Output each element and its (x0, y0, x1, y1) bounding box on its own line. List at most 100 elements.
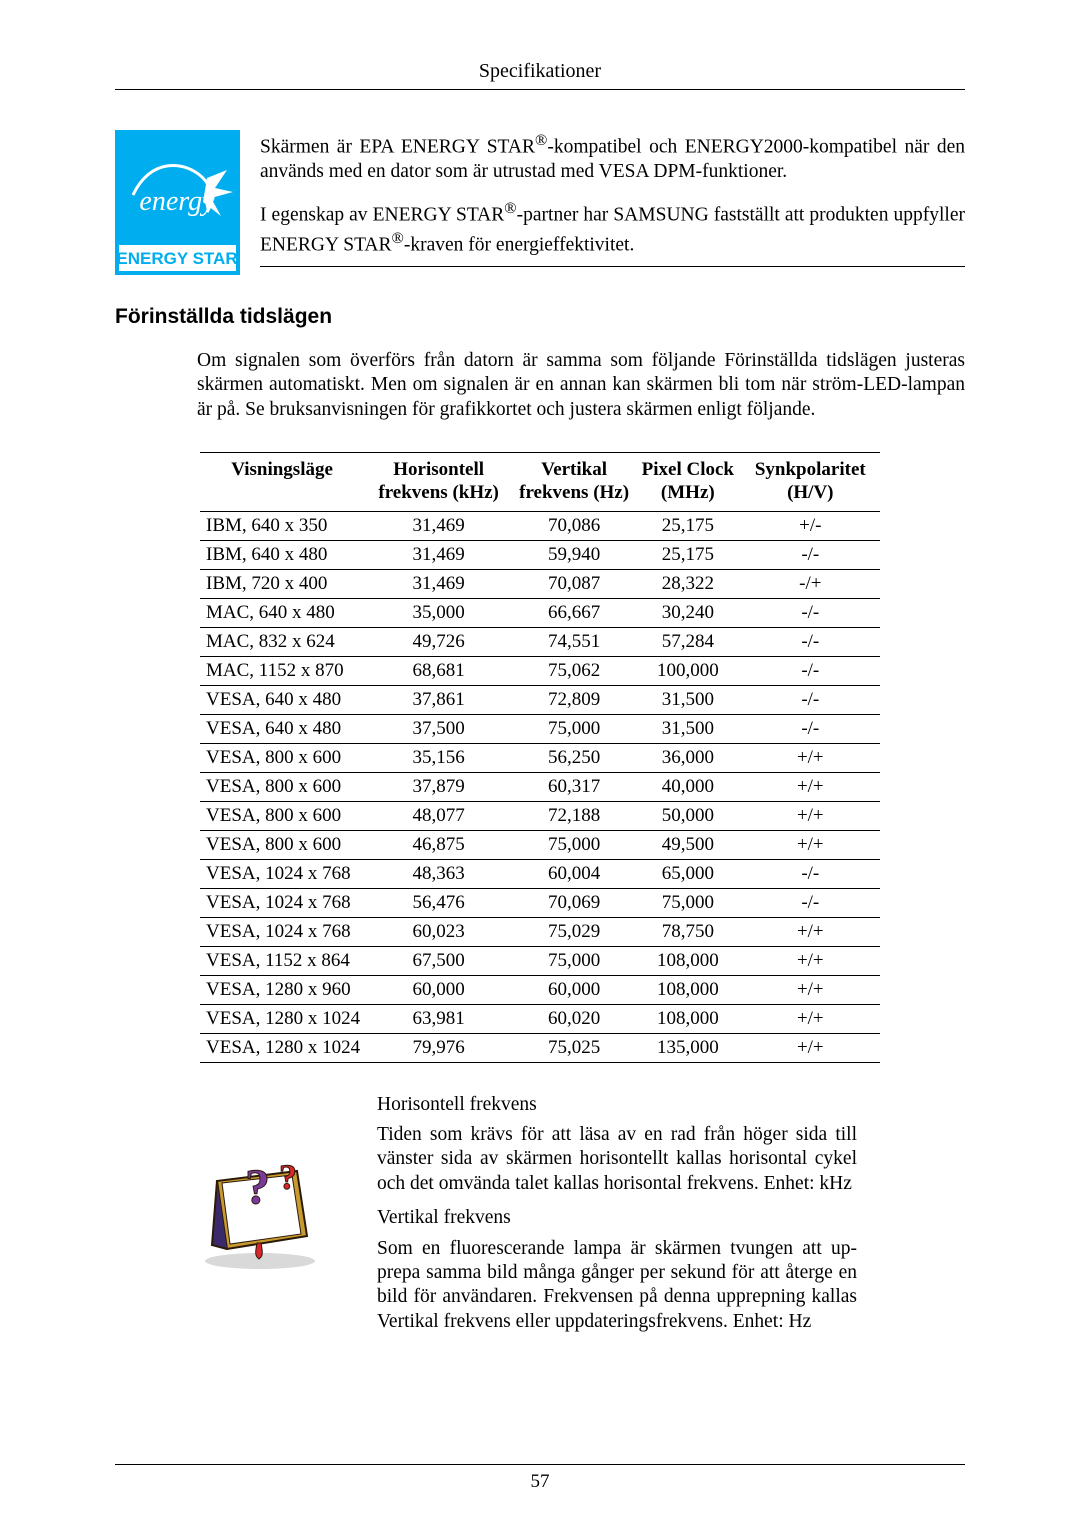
cell-v: 56,250 (513, 743, 635, 772)
cell-s: -/- (741, 685, 880, 714)
cell-p: 25,175 (635, 540, 741, 569)
timing-modes-table: Visningsläge Horisontell frekvens (kHz) … (200, 452, 880, 1063)
cell-v: 60,020 (513, 1004, 635, 1033)
table-row: MAC, 1152 x 87068,68175,062100,000-/- (200, 656, 880, 685)
cell-mode: VESA, 800 x 600 (200, 801, 364, 830)
cell-s: +/+ (741, 743, 880, 772)
section-heading: Förinställda tidslägen (115, 305, 965, 329)
cell-h: 37,879 (364, 772, 513, 801)
header-title: Specifikationer (115, 60, 965, 83)
cell-s: +/+ (741, 1004, 880, 1033)
table-row: VESA, 1024 x 76848,36360,00465,000-/- (200, 859, 880, 888)
table-row: VESA, 1280 x 96060,00060,000108,000+/+ (200, 975, 880, 1004)
cell-h: 31,469 (364, 511, 513, 540)
cell-p: 78,750 (635, 917, 741, 946)
reg-mark: ® (504, 199, 516, 217)
cell-mode: VESA, 1024 x 768 (200, 917, 364, 946)
cell-v: 70,087 (513, 569, 635, 598)
cell-v: 60,317 (513, 772, 635, 801)
cell-s: +/+ (741, 772, 880, 801)
energy-p1-a: Skärmen är EPA ENERGY STAR (260, 137, 535, 158)
cell-p: 75,000 (635, 888, 741, 917)
cell-h: 49,726 (364, 627, 513, 656)
reg-mark: ® (392, 229, 404, 247)
cell-p: 50,000 (635, 801, 741, 830)
cell-s: -/- (741, 540, 880, 569)
cell-s: -/- (741, 656, 880, 685)
header-rule (115, 89, 965, 90)
cell-s: +/+ (741, 975, 880, 1004)
table-head: Visningsläge Horisontell frekvens (kHz) … (200, 453, 880, 512)
cell-mode: VESA, 800 x 600 (200, 830, 364, 859)
book-question-icon: ? ? (197, 1141, 327, 1276)
cell-h: 67,500 (364, 946, 513, 975)
cell-v: 75,000 (513, 830, 635, 859)
cell-v: 72,809 (513, 685, 635, 714)
table-row: VESA, 1024 x 76860,02375,02978,750+/+ (200, 917, 880, 946)
footer: 57 (115, 1464, 965, 1493)
cell-v: 70,069 (513, 888, 635, 917)
cell-mode: IBM, 640 x 350 (200, 511, 364, 540)
col-sync: Synkpolaritet (H/V) (741, 453, 880, 512)
page-number: 57 (115, 1471, 965, 1493)
cell-p: 108,000 (635, 1004, 741, 1033)
cell-mode: IBM, 640 x 480 (200, 540, 364, 569)
cell-mode: IBM, 720 x 400 (200, 569, 364, 598)
table-row: VESA, 1280 x 102479,97675,025135,000+/+ (200, 1033, 880, 1062)
col-pixel: Pixel Clock (MHz) (635, 453, 741, 512)
cell-v: 75,025 (513, 1033, 635, 1062)
cell-s: +/+ (741, 1033, 880, 1062)
cell-h: 46,875 (364, 830, 513, 859)
frequency-text: Horisontell frekvens Tiden som krävs för… (377, 1093, 857, 1344)
table-row: VESA, 1152 x 86467,50075,000108,000+/+ (200, 946, 880, 975)
cell-h: 31,469 (364, 569, 513, 598)
cell-p: 100,000 (635, 656, 741, 685)
svg-text:?: ? (245, 1158, 270, 1214)
cell-v: 75,062 (513, 656, 635, 685)
cell-s: +/+ (741, 917, 880, 946)
frequency-definitions: ? ? Horisontell frekvens Tiden som krävs… (197, 1093, 965, 1344)
cell-p: 28,322 (635, 569, 741, 598)
cell-mode: VESA, 1024 x 768 (200, 888, 364, 917)
svg-text:?: ? (279, 1157, 297, 1197)
table-body: IBM, 640 x 35031,46970,08625,175+/-IBM, … (200, 511, 880, 1062)
vfreq-body: Som en fluorescerande lampa är skärmen t… (377, 1237, 857, 1335)
cell-mode: VESA, 1280 x 1024 (200, 1033, 364, 1062)
cell-mode: VESA, 1280 x 1024 (200, 1004, 364, 1033)
cell-h: 35,000 (364, 598, 513, 627)
table-row: VESA, 640 x 48037,86172,80931,500-/- (200, 685, 880, 714)
cell-p: 25,175 (635, 511, 741, 540)
energy-p2-a: I egenskap av ENERGY STAR (260, 205, 504, 226)
cell-mode: VESA, 640 x 480 (200, 685, 364, 714)
cell-v: 75,000 (513, 714, 635, 743)
energy-star-text: Skärmen är EPA ENERGY STAR®-kompatibel o… (260, 130, 965, 267)
cell-mode: VESA, 1024 x 768 (200, 859, 364, 888)
cell-mode: VESA, 1280 x 960 (200, 975, 364, 1004)
footer-rule (115, 1464, 965, 1465)
hfreq-title: Horisontell frekvens (377, 1093, 857, 1117)
cell-v: 59,940 (513, 540, 635, 569)
vfreq-title: Vertikal frekvens (377, 1206, 857, 1230)
cell-p: 30,240 (635, 598, 741, 627)
cell-v: 74,551 (513, 627, 635, 656)
intro-paragraph: Om signalen som överförs från datorn är … (197, 349, 965, 422)
cell-v: 70,086 (513, 511, 635, 540)
cell-h: 35,156 (364, 743, 513, 772)
cell-p: 31,500 (635, 685, 741, 714)
energy-band-text: ENERGY STAR (116, 249, 237, 268)
cell-v: 72,188 (513, 801, 635, 830)
cell-p: 108,000 (635, 975, 741, 1004)
cell-p: 135,000 (635, 1033, 741, 1062)
cell-v: 75,000 (513, 946, 635, 975)
cell-h: 79,976 (364, 1033, 513, 1062)
col-vfreq: Vertikal frekvens (Hz) (513, 453, 635, 512)
cell-p: 40,000 (635, 772, 741, 801)
reg-mark: ® (535, 131, 547, 149)
cell-p: 49,500 (635, 830, 741, 859)
cell-p: 65,000 (635, 859, 741, 888)
table-row: IBM, 640 x 35031,46970,08625,175+/- (200, 511, 880, 540)
cell-h: 31,469 (364, 540, 513, 569)
cell-h: 68,681 (364, 656, 513, 685)
cell-s: +/+ (741, 946, 880, 975)
cell-h: 63,981 (364, 1004, 513, 1033)
